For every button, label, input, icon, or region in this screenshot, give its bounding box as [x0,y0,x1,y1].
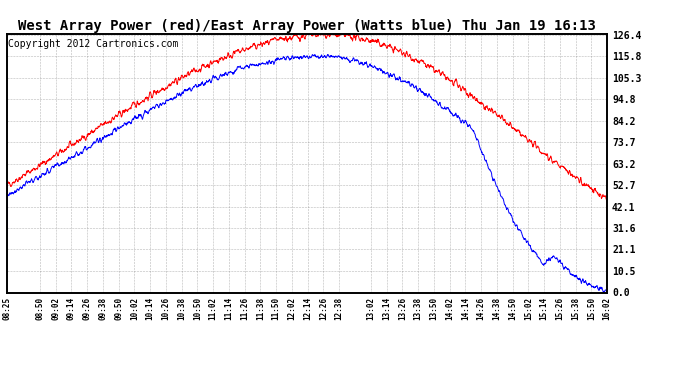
Text: Copyright 2012 Cartronics.com: Copyright 2012 Cartronics.com [8,39,179,49]
Title: West Array Power (red)/East Array Power (Watts blue) Thu Jan 19 16:13: West Array Power (red)/East Array Power … [18,19,596,33]
